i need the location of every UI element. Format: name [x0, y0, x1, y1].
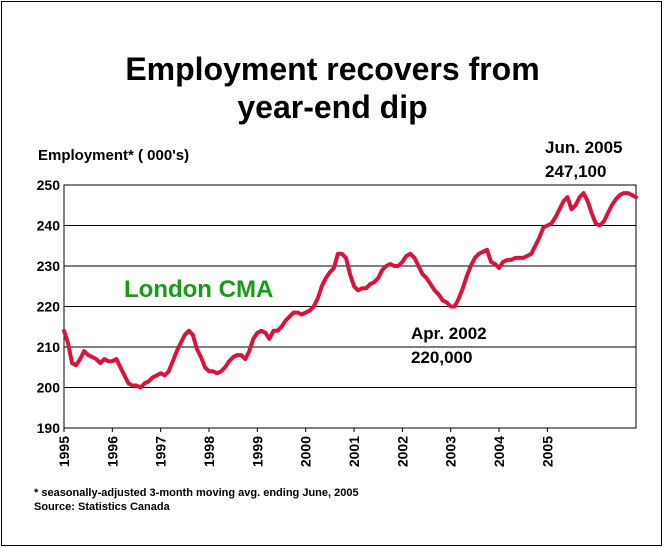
plot-area: [63, 184, 637, 429]
source-note: Source: Statistics Canada: [34, 501, 170, 513]
y-axis-label: Employment* ( 000's): [38, 147, 190, 164]
footnote: * seasonally-adjusted 3-month moving avg…: [34, 487, 359, 499]
x-tick-label: 1999: [249, 436, 265, 467]
y-tick-label: 240: [37, 218, 61, 234]
chart-title: Employment recovers from year-end dip: [0, 50, 665, 126]
series-line: [62, 191, 638, 390]
x-tick-label: 1995: [56, 436, 72, 467]
y-tick-label: 220: [37, 299, 61, 315]
chart-title-line1: Employment recovers from: [125, 51, 540, 87]
x-tick-label: 2003: [443, 436, 459, 467]
annotation-high-value: 247,100: [545, 162, 606, 181]
annotation-high-date: Jun. 2005: [545, 138, 623, 157]
x-tick-label: 2005: [539, 436, 555, 467]
x-tick-label: 1998: [201, 436, 217, 467]
x-tick-label: 2002: [394, 436, 410, 467]
y-tick-label: 190: [37, 420, 61, 436]
y-tick-label: 210: [37, 339, 61, 355]
y-tick-label: 200: [37, 380, 61, 396]
series-label: London CMA: [124, 276, 273, 303]
x-tick-label: 2001: [346, 436, 362, 467]
y-tick-label: 230: [37, 258, 61, 274]
annotation-low-value: 220,000: [411, 348, 472, 367]
x-tick-label: 2004: [491, 436, 507, 467]
x-tick-label: 1996: [104, 436, 120, 467]
annotation-low-date: Apr. 2002: [411, 324, 487, 343]
x-tick-label: 2000: [298, 436, 314, 467]
y-tick-label: 250: [37, 177, 61, 193]
chart-title-line2: year-end dip: [237, 89, 428, 125]
x-tick-label: 1997: [153, 436, 169, 467]
